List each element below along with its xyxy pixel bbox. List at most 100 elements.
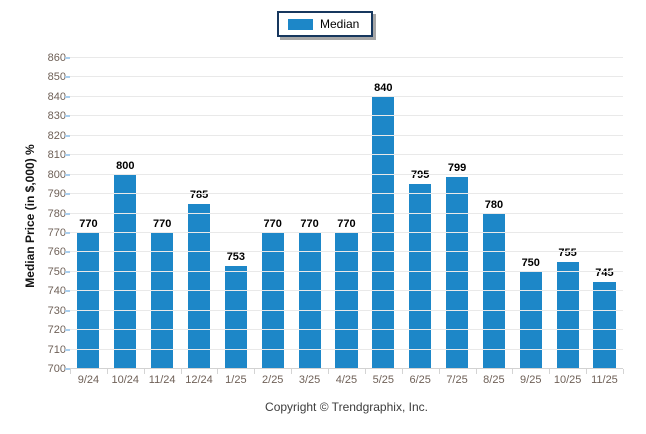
- bar-column: 770: [70, 58, 107, 369]
- bar-column: 840: [365, 58, 402, 369]
- y-tick-label: 840: [47, 90, 66, 103]
- x-tick-label: 4/25: [335, 374, 358, 386]
- x-tick-mark: [291, 369, 293, 374]
- gridline: [70, 212, 623, 214]
- x-tick-mark: [512, 369, 514, 374]
- bar-value-label: 840: [374, 81, 393, 94]
- y-tick-label: 730: [47, 304, 66, 317]
- gridline: [70, 76, 623, 78]
- bar: [482, 213, 505, 369]
- bar: [224, 265, 247, 369]
- bar-column: 750: [512, 58, 549, 369]
- bar-value-label: 770: [300, 217, 319, 230]
- bar-column: 753: [217, 58, 254, 369]
- y-tick-mark: [65, 154, 70, 157]
- y-tick-label: 710: [47, 343, 66, 356]
- y-tick-mark: [65, 368, 70, 370]
- y-tick-mark: [65, 212, 70, 215]
- x-tick-mark: [623, 369, 624, 374]
- y-tick-label: 700: [47, 363, 66, 375]
- bar: [261, 232, 284, 369]
- gridline: [70, 329, 623, 331]
- y-tick-label: 860: [47, 52, 66, 64]
- y-tick-mark: [65, 231, 70, 234]
- bar: [335, 232, 358, 369]
- gridline: [70, 193, 623, 195]
- gridline: [70, 134, 623, 136]
- y-tick-mark: [65, 348, 70, 351]
- y-axis: 700 710 720 730 740 750 760 770 780 790 800 810 820 8…: [0, 52, 66, 375]
- gridline: [70, 57, 623, 58]
- bar: [151, 232, 174, 369]
- bar-column: 785: [181, 58, 218, 369]
- gridline: [70, 95, 623, 97]
- bar: [445, 176, 469, 369]
- plot-area: 770 800 770 785 753 770 770 770 840 795 799 780 750 7…: [65, 57, 624, 374]
- bar-value-label: 745: [595, 266, 614, 279]
- x-tick-mark: [438, 369, 440, 374]
- x-tick-label: 5/25: [372, 374, 395, 386]
- x-tick-label: 12/24: [185, 374, 213, 386]
- bar: [593, 281, 616, 369]
- y-tick-label: 770: [47, 226, 66, 239]
- y-tick-label: 760: [47, 246, 66, 259]
- x-tick-label: 1/25: [225, 374, 247, 386]
- bar-column: 795: [402, 58, 439, 369]
- bar-value-label: 800: [116, 159, 135, 172]
- bar-value-label: 785: [189, 188, 209, 201]
- bar: [519, 271, 542, 369]
- x-tick-mark: [180, 369, 182, 374]
- y-tick-mark: [65, 329, 70, 332]
- gridline: [70, 270, 623, 272]
- gridline: [70, 115, 623, 117]
- bar-value-label: 799: [447, 161, 467, 174]
- x-tick-label: 10/24: [111, 374, 140, 386]
- y-tick-label: 850: [47, 71, 66, 84]
- bar-column: 800: [107, 58, 144, 369]
- y-tick-label: 830: [47, 110, 66, 123]
- x-tick-mark: [586, 369, 588, 374]
- bar: [187, 203, 211, 369]
- bar-value-label: 770: [337, 217, 356, 230]
- gridline: [70, 173, 623, 175]
- bar: [556, 262, 579, 369]
- x-tick-mark: [401, 369, 403, 374]
- bar-column: 770: [144, 58, 181, 369]
- y-tick-label: 780: [47, 207, 66, 220]
- x-tick-label: 3/25: [298, 374, 321, 386]
- copyright-text: Copyright © Trendgraphix, Inc.: [265, 400, 428, 414]
- y-tick-label: 810: [47, 149, 66, 162]
- legend[interactable]: Median: [277, 11, 374, 37]
- x-tick-label: 11/25: [591, 374, 618, 386]
- x-tick-mark: [475, 369, 477, 374]
- y-tick-label: 790: [47, 188, 66, 201]
- y-tick-mark: [65, 134, 70, 137]
- gridline: [70, 290, 623, 292]
- y-tick-mark: [65, 76, 70, 79]
- bar-value-label: 770: [152, 217, 172, 230]
- bar: [298, 232, 321, 369]
- x-tick-mark: [328, 369, 330, 374]
- y-tick-label: 720: [47, 324, 66, 337]
- y-tick-mark: [65, 193, 70, 196]
- gridline: [70, 251, 623, 253]
- x-tick-label: 11/24: [148, 374, 176, 386]
- y-tick-mark: [65, 251, 70, 254]
- bar-column: 770: [291, 58, 328, 369]
- x-tick-label: 9/25: [520, 374, 542, 386]
- y-tick-mark: [65, 173, 70, 176]
- x-tick-mark: [364, 369, 366, 374]
- bar: [77, 232, 100, 369]
- x-tick-mark: [217, 369, 219, 374]
- x-tick-mark: [549, 369, 551, 374]
- x-tick-mark: [254, 369, 256, 374]
- bar-column: 770: [254, 58, 291, 369]
- bar-column: 755: [549, 58, 586, 369]
- bar-column: 780: [475, 58, 512, 369]
- x-tick-mark: [106, 369, 108, 374]
- bar-value-label: 780: [484, 198, 504, 211]
- bar: [114, 174, 137, 369]
- x-axis: 9/24 10/24 11/24 12/24 1/25 2/25 3/25 4/25 5/25 6…: [70, 374, 623, 386]
- bar-value-label: 753: [226, 250, 246, 263]
